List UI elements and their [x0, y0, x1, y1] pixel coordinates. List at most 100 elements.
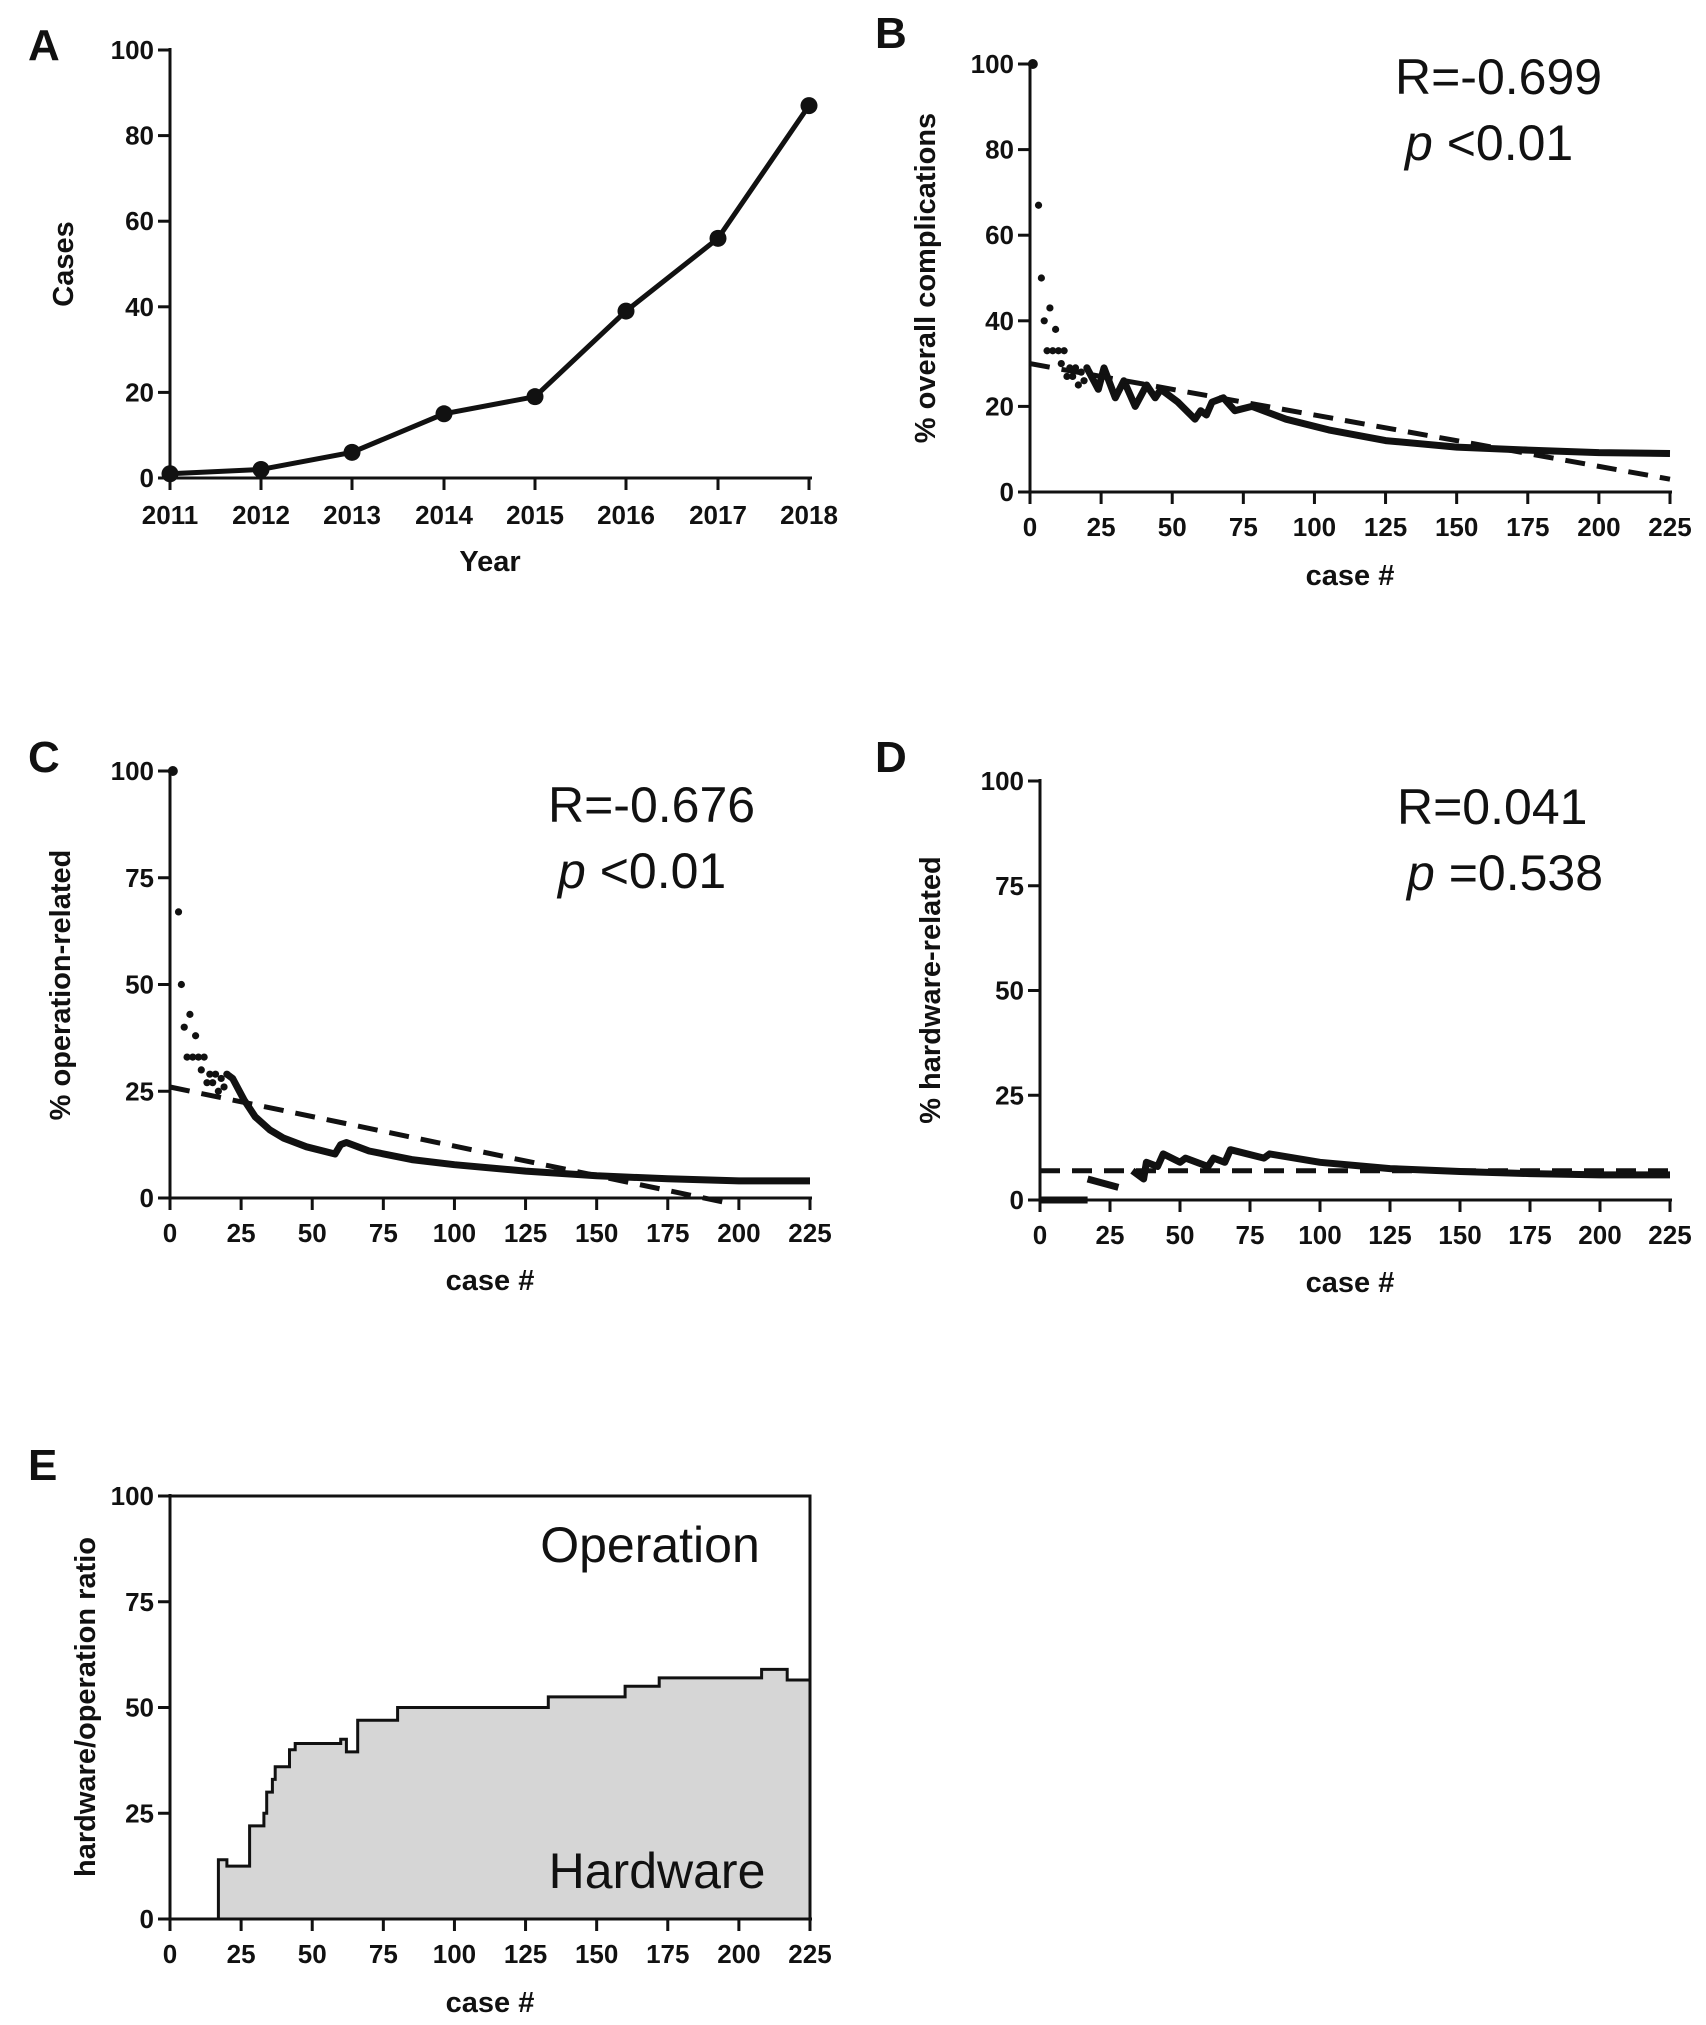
data-point: [1043, 347, 1051, 355]
chart-panel-e: E 0 25 50 75 100 hardware/operation ratio 0 25 50…: [28, 1441, 832, 2019]
panel-label: D: [875, 733, 907, 782]
x-axis-label: case #: [1306, 560, 1395, 592]
data-point: [1069, 372, 1077, 381]
x-axis-label: case #: [446, 1987, 535, 2019]
data-point: [214, 1087, 222, 1095]
p-value: p <0.01: [556, 843, 726, 899]
x-tick-label: 25: [1087, 512, 1116, 542]
x-tick-label: 200: [1577, 512, 1620, 542]
y-tick-label: 25: [125, 1076, 154, 1106]
y-tick-label: 75: [125, 863, 154, 893]
data-point: [435, 405, 453, 423]
chart-panel-d: D 0 25 50 75 100 % hardware-related 0 25 50 75 100 1…: [875, 733, 1692, 1299]
trend-line-dashed: [169, 1084, 726, 1205]
x-tick-label: 2018: [780, 500, 838, 530]
data-point: [186, 1010, 194, 1018]
p-value-text: =0.538: [1435, 845, 1603, 901]
data-point: [1063, 372, 1071, 381]
data-point: [211, 1070, 220, 1078]
x-tick-label: 200: [1578, 1220, 1621, 1250]
data-point: [183, 1053, 191, 1061]
data-point: [189, 1053, 197, 1061]
series-line-segment: [1086, 1175, 1120, 1191]
x-tick-label: 200: [717, 1939, 760, 1969]
x-tick-label: 175: [646, 1939, 689, 1969]
p-value-text: <0.01: [1433, 115, 1573, 171]
series-line-cumulative: [1083, 364, 1671, 457]
data-point: [167, 766, 178, 776]
y-axis-label: % hardware-related: [915, 856, 947, 1124]
data-point: [180, 1023, 188, 1031]
region-label-hardware: Hardware: [549, 1843, 766, 1899]
y-tick-label: 20: [125, 377, 154, 407]
x-tick-label: 0: [1023, 512, 1037, 542]
x-tick-label: 175: [646, 1218, 689, 1248]
data-point: [709, 229, 727, 247]
data-point: [161, 465, 179, 483]
hardware-area: [170, 1669, 810, 1919]
y-tick-label: 100: [111, 1481, 154, 1511]
x-tick-label: 150: [1435, 512, 1478, 542]
data-point: [343, 443, 361, 461]
y-tick-label: 0: [1000, 477, 1014, 507]
x-tick-label: 75: [369, 1939, 398, 1969]
data-point: [203, 1079, 211, 1087]
x-tick-label: 75: [1229, 512, 1258, 542]
trend-line-dashed: [1029, 361, 1671, 482]
x-tick-label: 25: [227, 1218, 256, 1248]
x-tick-label: 150: [1438, 1220, 1481, 1250]
data-point: [252, 460, 270, 478]
data-point: [1046, 304, 1054, 312]
x-axis-label: case #: [1306, 1267, 1395, 1299]
r-value: R=0.041: [1397, 779, 1587, 835]
chart-panel-c: C 0 25 50 75 100 % operation-related 0 25 50 75 100…: [28, 733, 832, 1297]
data-point: [206, 1070, 214, 1078]
series-line-cumulative: [224, 1071, 810, 1185]
x-tick-label: 25: [227, 1939, 256, 1969]
ratio-step-line: [170, 1667, 810, 1921]
x-tick-label: 75: [369, 1218, 398, 1248]
x-tick-label: 125: [1368, 1220, 1411, 1250]
x-tick-label: 2016: [597, 500, 655, 530]
x-tick-label: 0: [163, 1939, 177, 1969]
panel-label: B: [875, 9, 907, 58]
y-tick-label: 100: [111, 756, 154, 786]
data-point: [200, 1053, 208, 1061]
data-point: [526, 388, 544, 406]
data-point: [209, 1079, 217, 1087]
x-tick-label: 50: [298, 1218, 327, 1248]
data-point: [1060, 347, 1068, 355]
x-tick-label: 175: [1508, 1220, 1551, 1250]
p-label: p: [1403, 115, 1433, 171]
y-tick-label: 75: [995, 871, 1024, 901]
x-tick-label: 225: [1648, 1220, 1691, 1250]
x-tick-label: 100: [1298, 1220, 1341, 1250]
data-point: [1037, 274, 1045, 282]
chart-panel-a: A 0 20 40 60 80 100 Cases 2011 2012 2013 2014 2015 20…: [28, 21, 838, 578]
series-line-cases: [169, 104, 812, 477]
y-tick-label: 80: [125, 121, 154, 151]
data-point: [800, 97, 818, 115]
y-tick-label: 75: [125, 1587, 154, 1617]
x-tick-label: 125: [504, 1939, 547, 1969]
y-axis-label: % overall complications: [910, 113, 942, 443]
y-tick-label: 20: [985, 391, 1014, 421]
data-point: [192, 1032, 200, 1040]
data-point: [220, 1083, 228, 1091]
data-point: [1057, 360, 1065, 368]
y-tick-label: 0: [140, 463, 154, 493]
data-point: [177, 980, 185, 989]
y-tick-label: 25: [995, 1080, 1024, 1110]
data-point: [217, 1074, 225, 1083]
r-value: R=-0.676: [548, 777, 755, 833]
x-tick-label: 2017: [689, 500, 747, 530]
x-tick-label: 50: [1158, 512, 1187, 542]
data-point: [1040, 317, 1048, 325]
x-tick-label: 100: [433, 1939, 476, 1969]
x-tick-label: 150: [575, 1939, 618, 1969]
y-axis-label: Cases: [48, 221, 80, 306]
p-value: p <0.01: [1403, 115, 1573, 171]
y-tick-label: 25: [125, 1798, 154, 1828]
y-tick-label: 100: [981, 766, 1024, 796]
